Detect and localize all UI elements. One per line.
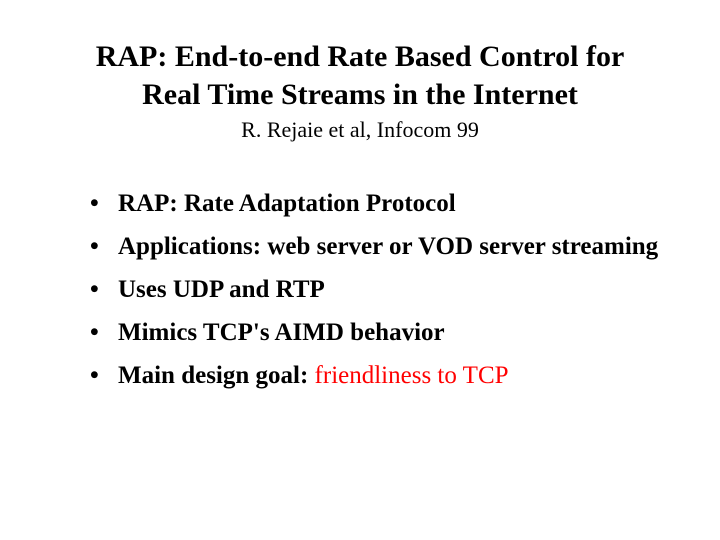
bullet-item: Applications: web server or VOD server s… xyxy=(90,229,670,264)
bullet-item: Main design goal: friendliness to TCP xyxy=(90,358,670,393)
title-block: RAP: End-to-end Rate Based Control for R… xyxy=(50,38,670,146)
bullet-item: RAP: Rate Adaptation Protocol xyxy=(90,186,670,221)
bullet-text: Mimics TCP's AIMD behavior xyxy=(118,319,445,346)
subtitle: R. Rejaie et al, Infocom 99 xyxy=(50,115,670,146)
slide-container: RAP: End-to-end Rate Based Control for R… xyxy=(0,0,720,540)
bullet-highlight: friendliness to TCP xyxy=(315,362,509,389)
bullet-list: RAP: Rate Adaptation Protocol Applicatio… xyxy=(50,186,670,393)
title-line-1: RAP: End-to-end Rate Based Control for xyxy=(50,38,670,76)
title-line-2: Real Time Streams in the Internet xyxy=(50,76,670,114)
bullet-item: Mimics TCP's AIMD behavior xyxy=(90,315,670,350)
bullet-item: Uses UDP and RTP xyxy=(90,272,670,307)
bullet-text: Main design goal: xyxy=(118,362,315,389)
bullet-text: Uses UDP and RTP xyxy=(118,276,325,303)
bullet-text: RAP: Rate Adaptation Protocol xyxy=(118,190,456,217)
bullet-text: Applications: web server or VOD server s… xyxy=(118,233,658,260)
